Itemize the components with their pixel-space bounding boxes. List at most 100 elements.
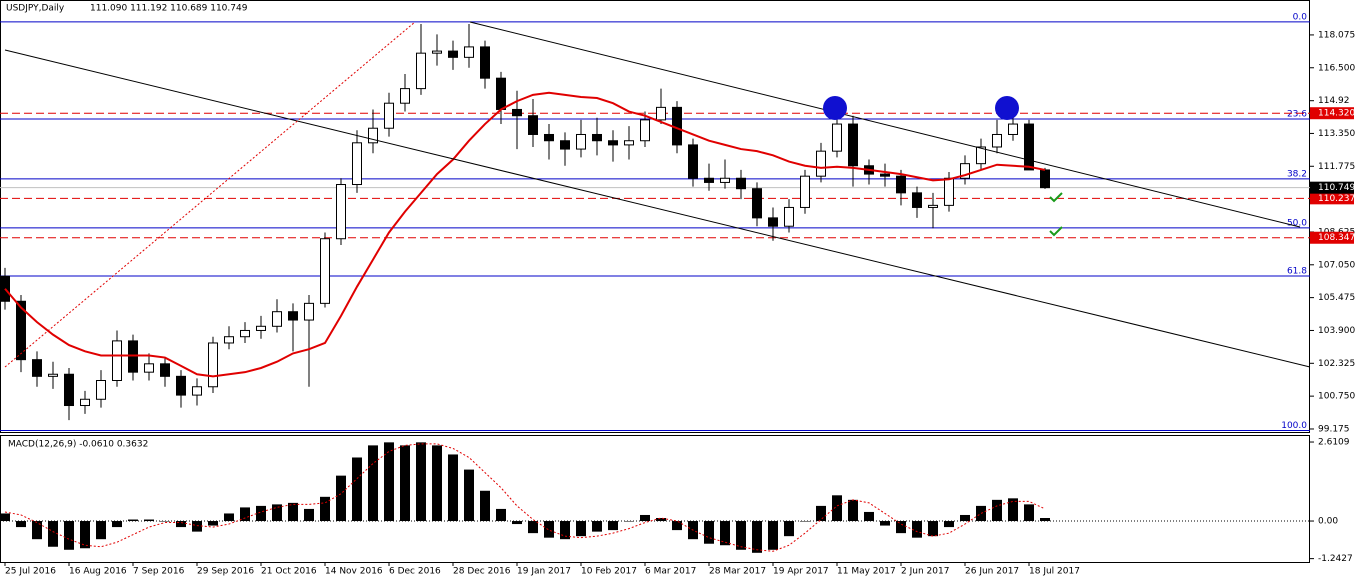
macd-bar [976, 505, 986, 522]
macd-bar [400, 445, 410, 522]
macd-bar [1024, 504, 1034, 522]
macd-bar [528, 521, 538, 534]
last-price-label: 110.749 [1318, 183, 1355, 193]
macd-bar [112, 521, 122, 528]
macd-bar [48, 521, 58, 547]
macd-bar [64, 521, 74, 550]
macd-bar [640, 514, 650, 522]
candle-body [144, 363, 154, 373]
price-tag [1310, 192, 1354, 205]
macd-bar [320, 496, 330, 522]
macd-bar [240, 507, 250, 522]
candle-body [624, 140, 634, 146]
macd-bar [80, 521, 90, 549]
macd-bar [864, 511, 874, 522]
price-tag-label: 114.320 [1318, 109, 1355, 119]
macd-bar [176, 521, 186, 528]
candle-body [32, 359, 42, 377]
fibo-label: 38.2 [1287, 169, 1307, 179]
macd-bar [384, 442, 394, 522]
macd-bar [560, 521, 570, 540]
x-tick-label: 25 Jul 2016 [5, 567, 56, 577]
candle-body [496, 77, 506, 110]
macd-bar [256, 505, 266, 522]
x-tick-label: 28 Dec 2016 [453, 567, 511, 577]
candle-body [240, 329, 250, 338]
macd-bar [720, 521, 730, 546]
macd-title: MACD(12,26,9) -0.0610 0.3632 [8, 440, 148, 450]
candle-body [16, 300, 26, 361]
x-tick-label: 19 Jan 2017 [517, 567, 571, 577]
candle-body [512, 108, 522, 117]
fibo-trend [4, 21, 416, 368]
candle-body [992, 133, 1002, 148]
candle-body [352, 142, 362, 186]
candle-body [272, 311, 282, 327]
macd-y-tick-label: 2.6109 [1318, 438, 1350, 448]
macd-bar [800, 521, 810, 522]
price-tag [1310, 231, 1354, 244]
macd-bar [16, 521, 26, 528]
macd-bar [464, 469, 474, 522]
macd-bar [672, 521, 682, 531]
y-tick-label: 114.92 [1318, 96, 1350, 106]
macd-bar [624, 521, 634, 522]
macd-bar [160, 521, 170, 522]
x-tick-label: 19 Apr 2017 [773, 567, 829, 577]
x-tick-label: 6 Dec 2016 [389, 567, 441, 577]
macd-bar [928, 521, 938, 537]
candle-body [912, 192, 922, 208]
x-tick-label: 10 Feb 2017 [581, 567, 637, 577]
moving-average [4, 91, 1046, 378]
macd-bar [592, 521, 602, 532]
macd-bar [208, 521, 218, 526]
macd-bar [288, 502, 298, 522]
macd-bar [608, 521, 618, 531]
y-tick-label: 111.775 [1318, 162, 1355, 172]
macd-bar [448, 454, 458, 522]
macd-bar [752, 521, 762, 553]
candle-body [560, 140, 570, 150]
y-tick-label: 116.500 [1318, 63, 1355, 73]
candle-body [736, 177, 746, 190]
trend-line [469, 21, 1301, 228]
macd-bar [784, 521, 794, 537]
x-tick-label: 11 May 2017 [837, 567, 896, 577]
macd-bar [368, 445, 378, 522]
macd-bar [992, 499, 1002, 522]
candle-body [1024, 123, 1034, 171]
y-tick-label: 102.325 [1318, 359, 1355, 369]
candle-body [64, 373, 74, 407]
macd-bar [880, 521, 890, 526]
candle-body [976, 146, 986, 165]
candle-body [608, 140, 618, 146]
candle-body [576, 133, 586, 150]
candle-body [896, 175, 906, 194]
candle-body [768, 217, 778, 227]
macd-bar [496, 508, 506, 522]
candle-body [416, 52, 426, 90]
candle-body [784, 206, 794, 227]
macd-y-tick-label: -1.2427 [1318, 554, 1353, 564]
candle-body [192, 386, 202, 396]
macd-bar [480, 490, 490, 522]
price-tag [1310, 107, 1354, 120]
check-mark [1049, 192, 1063, 203]
candle-body [1040, 169, 1050, 189]
x-tick-label: 21 Oct 2016 [261, 567, 317, 577]
candle-body [928, 204, 938, 208]
candle-body [1008, 123, 1018, 135]
macd-signal [4, 443, 1046, 552]
check-mark [1049, 226, 1063, 237]
candle-body [944, 177, 954, 206]
marker-circle [823, 96, 847, 120]
macd-bar [224, 513, 234, 522]
x-tick-label: 14 Nov 2016 [325, 567, 383, 577]
fibo-label: 61.8 [1287, 267, 1307, 277]
candle-body [336, 184, 346, 240]
macd-frame [0, 435, 1310, 563]
price-tag-label: 110.237 [1318, 194, 1355, 204]
candle-body [848, 123, 858, 167]
candle-body [800, 175, 810, 208]
